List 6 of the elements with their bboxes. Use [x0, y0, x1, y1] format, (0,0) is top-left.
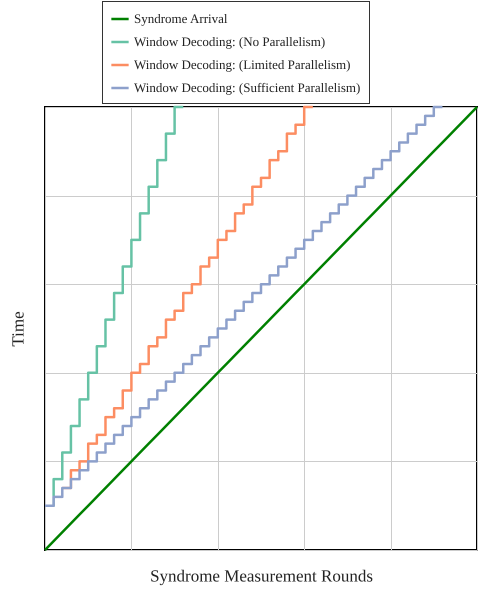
y-axis-title: Time [8, 311, 28, 347]
legend-label: Window Decoding: (No Parallelism) [134, 34, 326, 49]
legend-label: Window Decoding: (Sufficient Parallelism) [134, 80, 360, 95]
legend-label: Window Decoding: (Limited Parallelism) [134, 57, 350, 72]
x-axis-title: Syndrome Measurement Rounds [150, 566, 373, 586]
legend-label: Syndrome Arrival [134, 11, 228, 26]
